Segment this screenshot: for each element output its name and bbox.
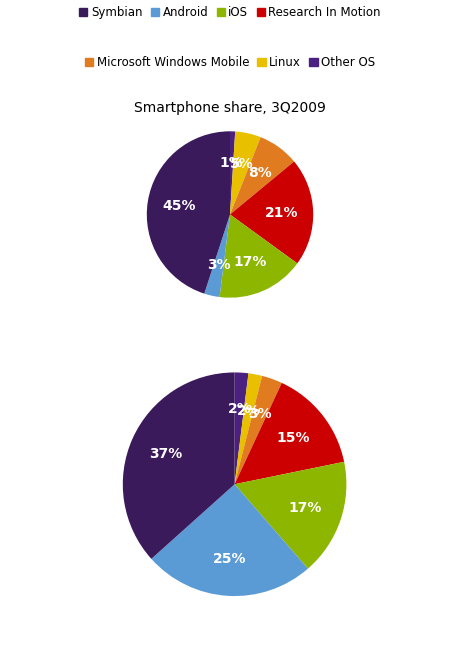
Wedge shape	[151, 484, 307, 596]
Text: 37%: 37%	[149, 447, 182, 461]
Text: 1%: 1%	[219, 156, 243, 170]
Wedge shape	[234, 373, 262, 484]
Text: 25%: 25%	[213, 552, 246, 566]
Text: Smartphone share, 3Q2009: Smartphone share, 3Q2009	[134, 101, 325, 115]
Wedge shape	[230, 131, 235, 214]
Wedge shape	[234, 372, 248, 484]
Text: 3%: 3%	[207, 258, 230, 272]
Text: 17%: 17%	[233, 255, 267, 269]
Legend: Microsoft Windows Mobile, Linux, Other OS: Microsoft Windows Mobile, Linux, Other O…	[84, 56, 375, 69]
Text: 2%: 2%	[236, 404, 260, 418]
Wedge shape	[230, 161, 313, 263]
Wedge shape	[234, 376, 281, 484]
Wedge shape	[230, 137, 293, 214]
Text: 21%: 21%	[264, 206, 297, 220]
Text: 3%: 3%	[247, 407, 271, 421]
Text: 15%: 15%	[276, 431, 309, 445]
Text: 45%: 45%	[162, 200, 196, 213]
Text: 17%: 17%	[288, 501, 322, 515]
Wedge shape	[123, 372, 234, 559]
Wedge shape	[146, 131, 230, 294]
Text: 5%: 5%	[229, 157, 252, 171]
Text: 8%: 8%	[248, 166, 272, 180]
Wedge shape	[204, 214, 230, 297]
Text: 2%: 2%	[227, 402, 251, 417]
Wedge shape	[219, 214, 297, 298]
Wedge shape	[230, 131, 260, 214]
Wedge shape	[234, 462, 346, 569]
Wedge shape	[234, 383, 343, 484]
